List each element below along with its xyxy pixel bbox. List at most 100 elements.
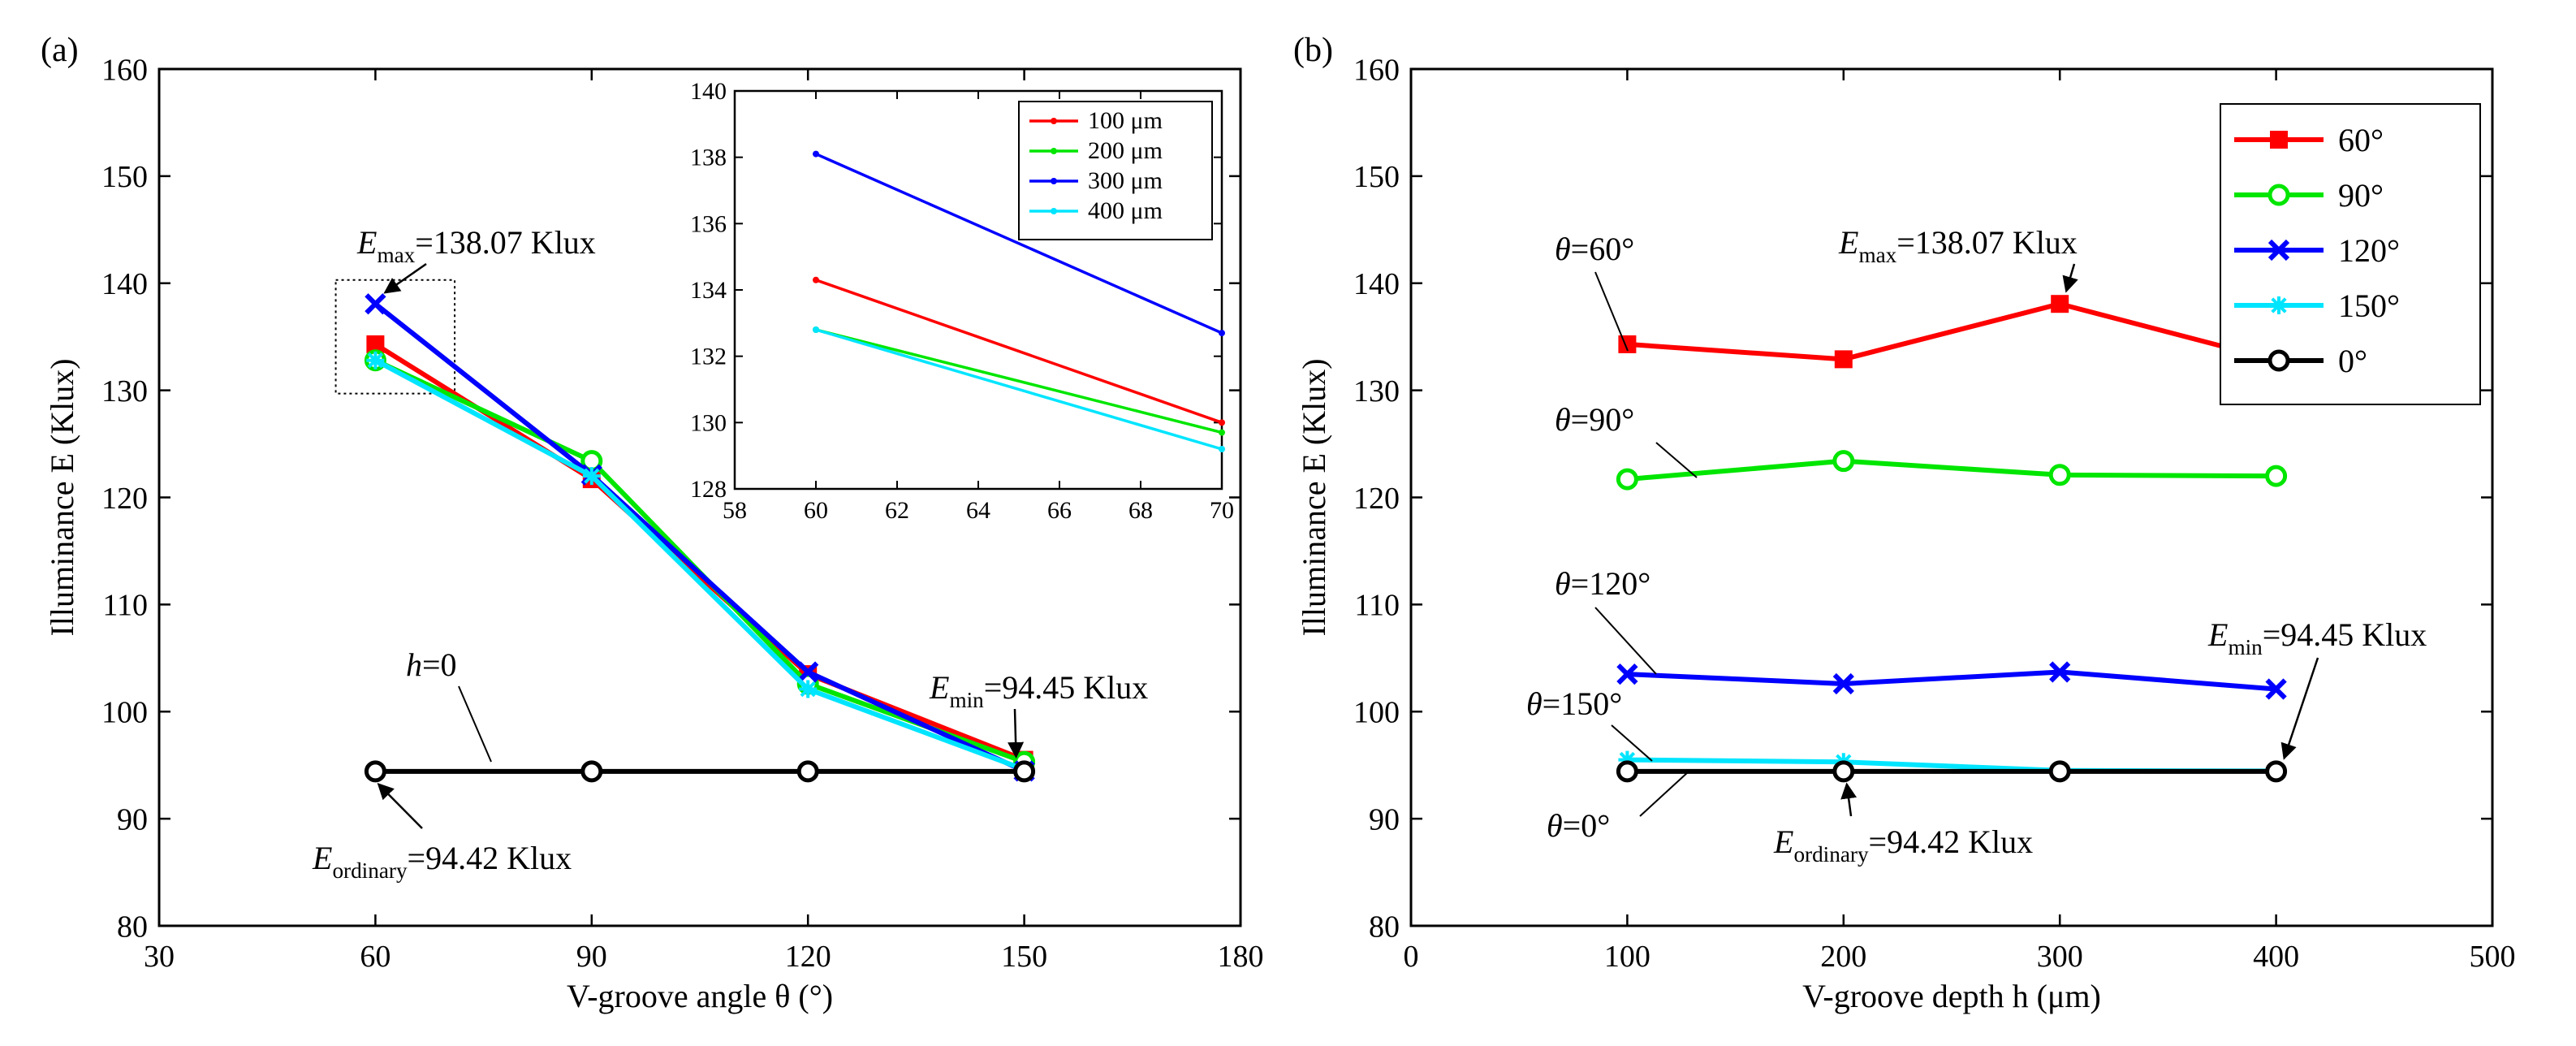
annotation-emax: Emax=138.07 Klux [356, 224, 596, 267]
x-axis-label: V-groove depth h (μm) [1802, 978, 2101, 1014]
annotation-emin-symbol: E [2207, 616, 2228, 653]
inset-data-point-0-0 [813, 276, 819, 283]
annotation-theta-150-value: =150° [1543, 685, 1623, 722]
annotation-emax-arrow [2062, 263, 2078, 293]
annotation-emin-arrow [2280, 657, 2319, 760]
legend-label: 60° [2338, 122, 2384, 158]
inset-legend-marker [1051, 178, 1057, 184]
annotation-theta-120-value: =120° [1571, 565, 1651, 602]
y-tick-label: 140 [1353, 267, 1400, 301]
zoom-region-box [334, 279, 456, 395]
inset-legend-frame [1018, 101, 1213, 240]
inset-y-tick-label: 136 [690, 210, 727, 237]
data-point-1-3 [2265, 465, 2288, 487]
data-point-4-2 [796, 760, 819, 783]
data-point-4-3 [2265, 760, 2288, 783]
annotation-theta-0-symbol: θ [1547, 807, 1563, 844]
data-point-2-2 [2049, 661, 2071, 683]
inset-data-point-3-0 [813, 326, 819, 333]
inset-data-point-1-1 [1219, 429, 1225, 436]
legend-label: 90° [2338, 177, 2384, 214]
series-line-1 [1627, 458, 2276, 482]
series-line-2 [373, 301, 1025, 774]
x-tick-label: 500 [2470, 940, 2516, 974]
data-point-4-0 [364, 760, 386, 783]
annotation-emax-symbol: E [1838, 224, 1858, 261]
y-tick-label: 90 [117, 802, 148, 836]
x-axis-label: V-groove angle θ (°) [567, 978, 833, 1014]
annotation-eordinary-arrow [1840, 782, 1858, 817]
annotation-theta-120-symbol: θ [1555, 565, 1571, 602]
y-axis-label: Illuminance E (Klux) [44, 358, 80, 636]
x-tick-label: 120 [785, 940, 831, 974]
x-tick-label: 90 [576, 940, 607, 974]
y-tick-label: 100 [1353, 696, 1400, 730]
inset-data-point-0-1 [1219, 419, 1225, 426]
y-tick-label: 140 [101, 267, 148, 301]
inset-y-tick-label: 134 [690, 277, 727, 304]
legend-marker [2267, 184, 2290, 206]
annotation-emax-symbol: E [356, 224, 377, 261]
annotation-theta-90-value: =90° [1571, 401, 1635, 438]
inset-legend-label: 400 μm [1088, 197, 1163, 224]
data-point-1-2 [2048, 464, 2071, 486]
legend-label: 120° [2338, 232, 2400, 269]
annotation-theta-0: θ=0° [1547, 807, 1610, 844]
inset-x-tick-label: 62 [885, 497, 909, 524]
inset-x-tick-label: 58 [723, 497, 747, 524]
data-point-2-0 [365, 293, 386, 315]
x-tick-label: 200 [1820, 940, 1866, 974]
annotation-emax-value: =138.07 Klux [415, 224, 596, 261]
annotation-theta-0-value: =0° [1563, 807, 1611, 844]
annotation-theta-60-symbol: θ [1555, 231, 1571, 267]
annotation-theta-120-leader [1594, 607, 1657, 675]
y-tick-label: 160 [101, 53, 148, 87]
annotation-emin-symbol: E [929, 669, 949, 706]
y-tick-label: 160 [1353, 53, 1400, 87]
legend-marker [2267, 239, 2290, 262]
y-tick-label: 150 [1353, 160, 1400, 194]
data-point-2-1 [1832, 672, 1854, 695]
data-point-2-0 [1616, 663, 1638, 685]
annotation-theta-60-leader [1594, 271, 1629, 352]
inset-data-point-2-0 [813, 150, 819, 158]
inset-legend-label: 100 μm [1088, 107, 1163, 134]
inset-y-tick-label: 132 [690, 344, 727, 370]
data-point-4-3 [1013, 760, 1036, 783]
annotation-eordinary-value: =94.42 Klux [1869, 823, 2034, 860]
y-tick-label: 90 [1369, 802, 1400, 836]
annotation-h0-symbol: h [406, 646, 422, 683]
annotation-eordinary-value: =94.42 Klux [408, 840, 572, 876]
series-line-0 [1627, 301, 2277, 363]
annotation-theta-150-symbol: θ [1526, 685, 1543, 722]
annotation-theta-90-symbol: θ [1555, 401, 1571, 438]
y-tick-label: 100 [101, 696, 148, 730]
data-point-0-2 [2051, 295, 2069, 313]
annotation-eordinary-symbol: E [1773, 823, 1793, 860]
data-point-4-0 [1616, 760, 1638, 783]
annotation-theta-150-leader [1611, 724, 1653, 762]
data-point-1-0 [1616, 468, 1638, 491]
y-tick-label: 120 [1353, 482, 1400, 516]
inset-x-tick-label: 70 [1210, 497, 1234, 524]
annotation-emin: Emin=94.45 Klux [2207, 616, 2427, 659]
x-tick-label: 100 [1604, 940, 1650, 974]
legend-marker [2270, 296, 2288, 314]
y-tick-label: 80 [1369, 910, 1400, 944]
inset-x-tick-label: 64 [966, 497, 990, 524]
inset-legend-marker [1051, 118, 1057, 124]
annotation-emax-value: =138.07 Klux [1896, 224, 2078, 261]
inset-y-tick-label: 128 [690, 476, 727, 503]
legend-label: 150° [2338, 287, 2400, 324]
annotation-emax-subscript: max [377, 243, 415, 267]
x-tick-label: 300 [2037, 940, 2083, 974]
annotation-emin-subscript: min [2228, 635, 2263, 659]
series-line-3 [373, 358, 1025, 772]
inset-legend-label: 200 μm [1088, 137, 1163, 164]
annotation-emin-value: =94.45 Klux [2263, 616, 2427, 653]
y-tick-label: 80 [117, 910, 148, 944]
data-point-3-1 [582, 467, 601, 486]
inset-legend-label: 300 μm [1088, 167, 1163, 194]
annotation-eordinary-symbol: E [312, 840, 332, 876]
